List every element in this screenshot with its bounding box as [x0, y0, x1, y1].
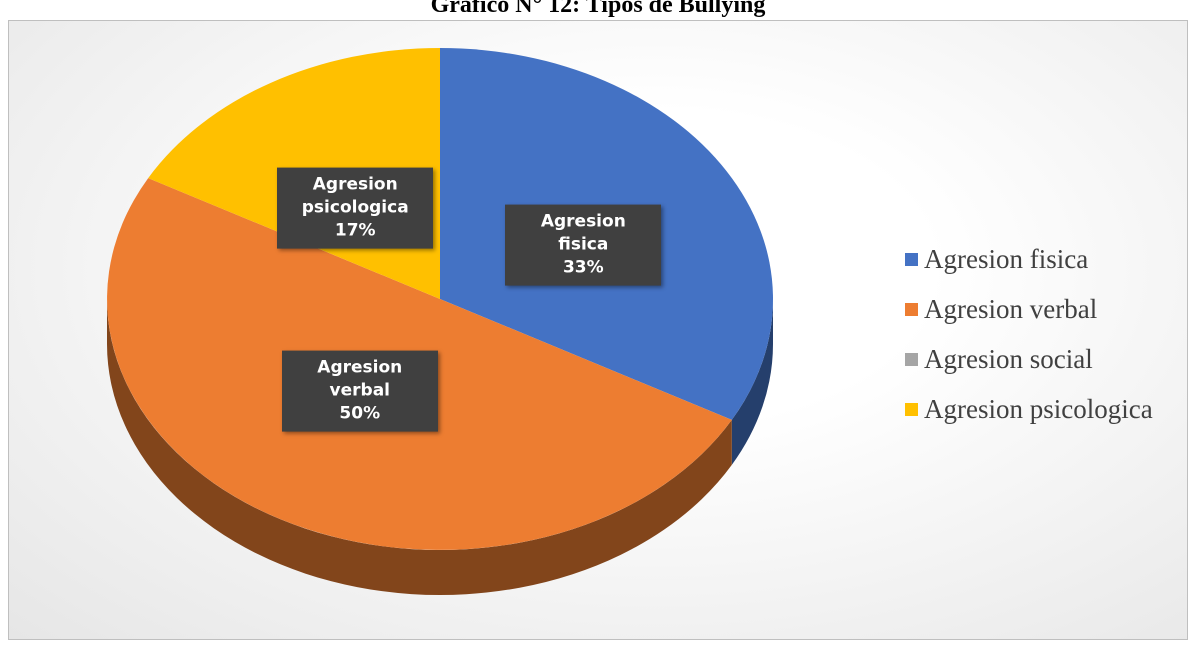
data-label: Agresion fisica 33%	[505, 204, 662, 286]
data-label-category: Agresion psicologica	[301, 174, 409, 218]
legend-label: Agresion verbal	[924, 294, 1098, 324]
legend-item: Agresion verbal	[905, 294, 1097, 325]
legend-swatch	[905, 353, 918, 366]
pie-slice-side	[107, 299, 732, 596]
legend-swatch	[905, 303, 918, 316]
legend-label: Agresion psicologica	[924, 394, 1153, 424]
legend-label: Agresion fisica	[924, 244, 1089, 274]
pie-slice-side	[731, 299, 774, 465]
data-label: Agresion verbal 50%	[281, 350, 438, 432]
chart-title: Gráfico N° 12: Tipos de Bullying	[430, 0, 766, 18]
legend-item: Agresion fisica	[905, 244, 1088, 275]
legend-item: Agresion psicologica	[905, 394, 1153, 425]
data-label-category: Agresion verbal	[317, 357, 403, 401]
legend-item: Agresion social	[905, 344, 1093, 375]
legend-label: Agresion social	[924, 344, 1093, 374]
data-label-value: 50%	[339, 403, 381, 424]
data-label-value: 17%	[334, 220, 376, 241]
data-label: Agresion psicologica 17%	[277, 167, 434, 249]
legend-swatch	[905, 253, 918, 266]
legend-swatch	[905, 403, 918, 416]
data-label-category: Agresion fisica	[540, 211, 626, 255]
data-label-value: 33%	[562, 257, 604, 278]
